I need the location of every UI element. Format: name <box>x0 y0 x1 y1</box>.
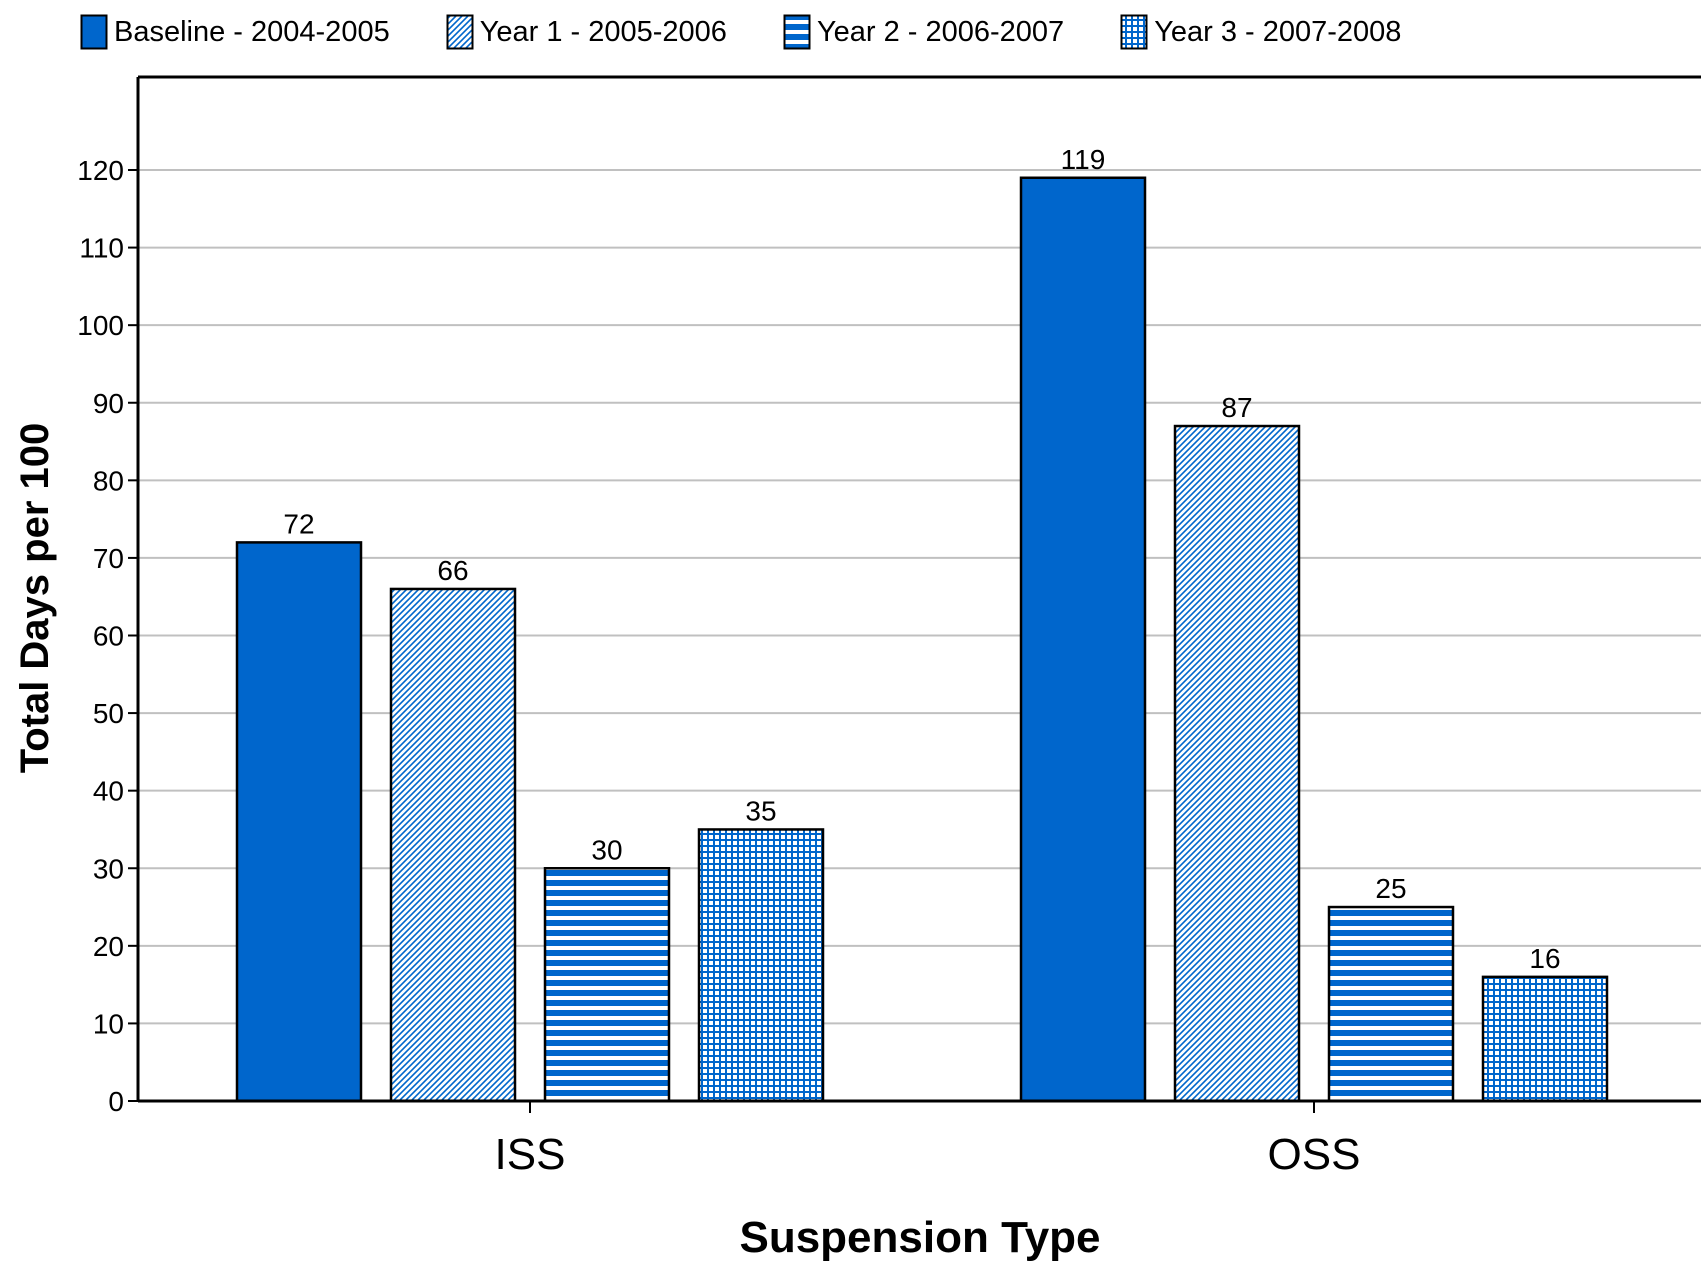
legend-label: Year 1 - 2005-2006 <box>479 15 727 48</box>
y-tick-label: 60 <box>93 621 124 652</box>
legend-swatch <box>80 14 108 50</box>
bar <box>697 828 825 1103</box>
bar <box>235 541 363 1103</box>
legend-swatch <box>783 14 811 50</box>
legend-label: Baseline - 2004-2005 <box>114 15 390 48</box>
y-tick-label: 90 <box>93 388 124 419</box>
legend-item: Year 1 - 2005-2006 <box>446 14 727 50</box>
gridlines <box>138 169 1701 1025</box>
bar <box>1481 975 1609 1103</box>
data-label: 16 <box>1529 943 1560 974</box>
legend-swatch <box>1120 14 1148 50</box>
data-label: 35 <box>745 795 776 826</box>
data-label: 66 <box>437 555 468 586</box>
y-tick-label: 30 <box>93 853 124 884</box>
data-label: 30 <box>591 834 622 865</box>
bar <box>1019 176 1147 1103</box>
y-tick-label: 80 <box>93 465 124 496</box>
x-tick-label: OSS <box>1268 1130 1361 1179</box>
bar <box>1173 424 1301 1103</box>
y-tick-label: 20 <box>93 931 124 962</box>
legend-item: Year 2 - 2006-2007 <box>783 14 1064 50</box>
legend: Baseline - 2004-2005 Year 1 - 2005-2006 Ye… <box>80 12 1457 52</box>
bar <box>543 867 671 1103</box>
bars: 72 66 30 35 119 87 25 16 <box>235 144 1609 1103</box>
legend-item: Year 3 - 2007-2008 <box>1120 14 1401 50</box>
y-tick-label: 100 <box>77 310 124 341</box>
data-label: 72 <box>283 508 314 539</box>
legend-label: Year 2 - 2006-2007 <box>816 15 1065 48</box>
y-tick-label: 120 <box>77 155 124 186</box>
legend-label: Year 3 - 2007-2008 <box>1154 15 1402 48</box>
y-axis-label: Total Days per 100 <box>13 423 57 774</box>
y-tick-label: 110 <box>79 233 124 264</box>
y-tick-label: 10 <box>93 1008 124 1039</box>
legend-item: Baseline - 2004-2005 <box>80 14 390 50</box>
legend-swatch <box>446 14 474 50</box>
y-tick-label: 50 <box>93 698 124 729</box>
bar <box>1327 905 1455 1103</box>
bar <box>389 587 517 1103</box>
axes: 0 10 20 30 40 50 60 70 80 90 100 110 120 ISS OSS <box>77 75 1701 1179</box>
y-tick-label: 0 <box>108 1086 124 1117</box>
data-label: 87 <box>1221 392 1252 423</box>
y-tick-label: 40 <box>93 776 124 807</box>
y-tick-label: 70 <box>93 543 124 574</box>
data-label: 119 <box>1061 144 1106 175</box>
x-tick-label: ISS <box>495 1130 566 1179</box>
x-axis-label: Suspension Type <box>739 1213 1100 1262</box>
data-label: 25 <box>1375 873 1406 904</box>
